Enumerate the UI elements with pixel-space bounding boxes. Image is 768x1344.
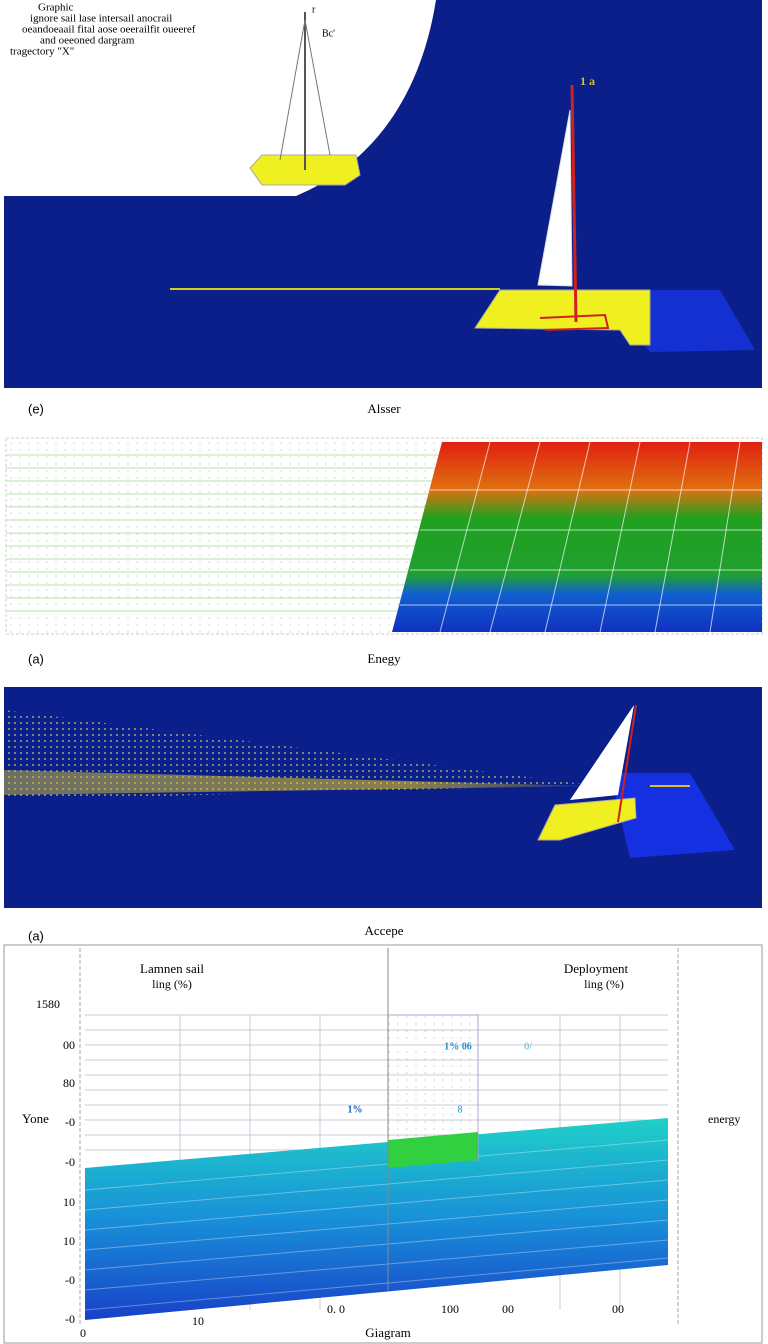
y-label: 10 [63,1234,75,1248]
shadow [610,773,735,858]
panel-beam [4,687,762,908]
x-label: 00 [612,1302,624,1316]
y-label: 80 [63,1076,75,1090]
panel-heat [5,437,763,635]
caption-title: Enegy [367,651,401,666]
energy-band [85,1118,668,1320]
annotation: 8 [458,1104,463,1115]
y-label: 1580 [36,997,60,1011]
x-label: 10 [192,1314,204,1328]
annotation: 1% 06 [444,1041,472,1052]
caption-tag: (a) [28,651,44,666]
boat [537,797,637,841]
y-label: -0 [65,1312,75,1326]
sail [537,109,573,287]
grid-lines [6,454,440,612]
y-label: -0 [65,1273,75,1287]
caption-tag: (a) [28,928,44,943]
x-axis-title: Giagram [365,1325,410,1340]
label: ling (%) [152,977,192,991]
text-line: and oeeoned dargram [40,35,135,47]
y-axis-title: Yone [22,1111,49,1126]
caption-tag: (e) [28,401,44,416]
annotation: 0/ [524,1041,532,1052]
x-label: 0 [80,1326,86,1340]
annotation: 1% [348,1104,363,1115]
label: ling (%) [584,977,624,991]
text-line: tragectory "X" [10,46,74,58]
label: r [312,4,316,15]
caption-title: Alsser [367,401,401,416]
label: Lamnen sail [140,961,204,976]
band-lines [84,1139,669,1311]
x-label: 0. 0 [327,1302,345,1316]
beam [4,770,590,795]
y-label: 10 [63,1195,75,1209]
rigging [279,19,331,161]
heading: Graphic [38,2,74,14]
sail [570,705,634,800]
text-line: ignore sail lase intersail anocrail [30,13,172,25]
mast [617,704,637,823]
label: Bc' [322,28,335,39]
panel-top: Graphic ignore sail lase intersail anocr… [4,0,762,388]
mast [570,84,578,323]
sky [4,0,436,196]
right-axis-title: energy [708,1112,740,1126]
caption-title: Accepe [365,923,404,938]
y-label: -0 [65,1115,75,1129]
label: 1 a [580,74,595,88]
label: Deployment [564,961,629,976]
surface-grid [400,441,762,633]
panel-chart: Lamnen sail ling (%) Deployment ling (%)… [3,944,763,1344]
x-label: 100 [441,1302,459,1316]
boom [539,313,610,331]
y-label: 00 [63,1038,75,1052]
deploy-green [388,1132,478,1168]
y-label: -0 [65,1155,75,1169]
x-label: 00 [502,1302,514,1316]
text-line: oeandoeaail fital aose oeerailfit oueere… [22,24,196,36]
